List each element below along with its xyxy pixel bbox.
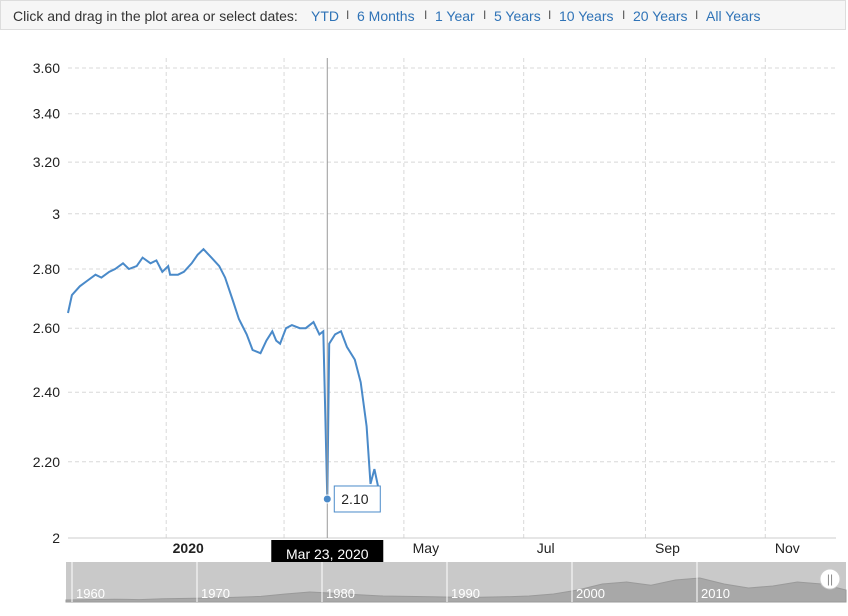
y-tick-label: 2.80 (33, 261, 60, 277)
y-tick-label: 3.20 (33, 154, 60, 170)
navigator-decade-label: 1980 (326, 586, 355, 601)
x-tick-label: Sep (655, 540, 680, 556)
x-tick-label: May (413, 540, 439, 556)
navigator-decade-label: 1970 (201, 586, 230, 601)
tooltip-value: 2.10 (341, 491, 368, 507)
range-6-months-button[interactable]: 6 Months (357, 8, 415, 24)
y-tick-label: 2.40 (33, 384, 60, 400)
range-separator: I (622, 8, 626, 22)
highlight-point (322, 494, 332, 504)
range-20-years-button[interactable]: 20 Years (633, 8, 688, 24)
navigator-decade-label: 1960 (76, 586, 105, 601)
series-line (67, 247, 380, 500)
navigator-decade-label: 2000 (576, 586, 605, 601)
svg-text:||: || (827, 572, 833, 586)
y-tick-label: 3.40 (33, 106, 60, 122)
navigator-decade-label: 1990 (451, 586, 480, 601)
range-10-years-button[interactable]: 10 Years (559, 8, 614, 24)
range-separator: I (346, 8, 350, 22)
x-axis: 2020MarMayJulSepNov (68, 537, 836, 556)
y-tick-label: 2.60 (33, 320, 60, 336)
range-selector-bar: Click and drag in the plot area or selec… (0, 0, 846, 30)
y-tick-label: 2.20 (33, 454, 60, 470)
range-all-years-button[interactable]: All Years (706, 8, 761, 24)
range-separator: I (483, 8, 487, 22)
range-separator: I (424, 8, 428, 22)
navigator-series (65, 577, 847, 603)
navigator[interactable]: 1960 1970 1980 1990 2000 2010 || (65, 562, 847, 603)
x-tick-label: Jul (537, 540, 555, 556)
y-tick-label: 2 (52, 530, 60, 546)
range-separator: I (695, 8, 699, 22)
navigator-handle[interactable]: || (819, 568, 841, 590)
y-axis: 2 2.20 2.40 2.60 2.80 3 3.20 3.40 3.60 (33, 60, 60, 546)
tooltip-date: Mar 23, 2020 (286, 546, 369, 562)
gridlines (68, 58, 836, 539)
x-tick-label: 2020 (173, 540, 204, 556)
navigator-labels: 1960 1970 1980 1990 2000 2010 (71, 562, 730, 602)
range-ytd-button[interactable]: YTD (311, 8, 339, 24)
y-tick-label: 3 (52, 206, 60, 222)
range-separator: I (548, 8, 552, 22)
navigator-decade-label: 2010 (701, 586, 730, 601)
range-5-years-button[interactable]: 5 Years (494, 8, 541, 24)
range-1-year-button[interactable]: 1 Year (435, 8, 475, 24)
value-tooltip: 2.10 (333, 485, 381, 513)
y-tick-label: 3.60 (33, 60, 60, 76)
range-selector-prompt: Click and drag in the plot area or selec… (13, 8, 298, 24)
x-tick-label: Nov (775, 540, 800, 556)
